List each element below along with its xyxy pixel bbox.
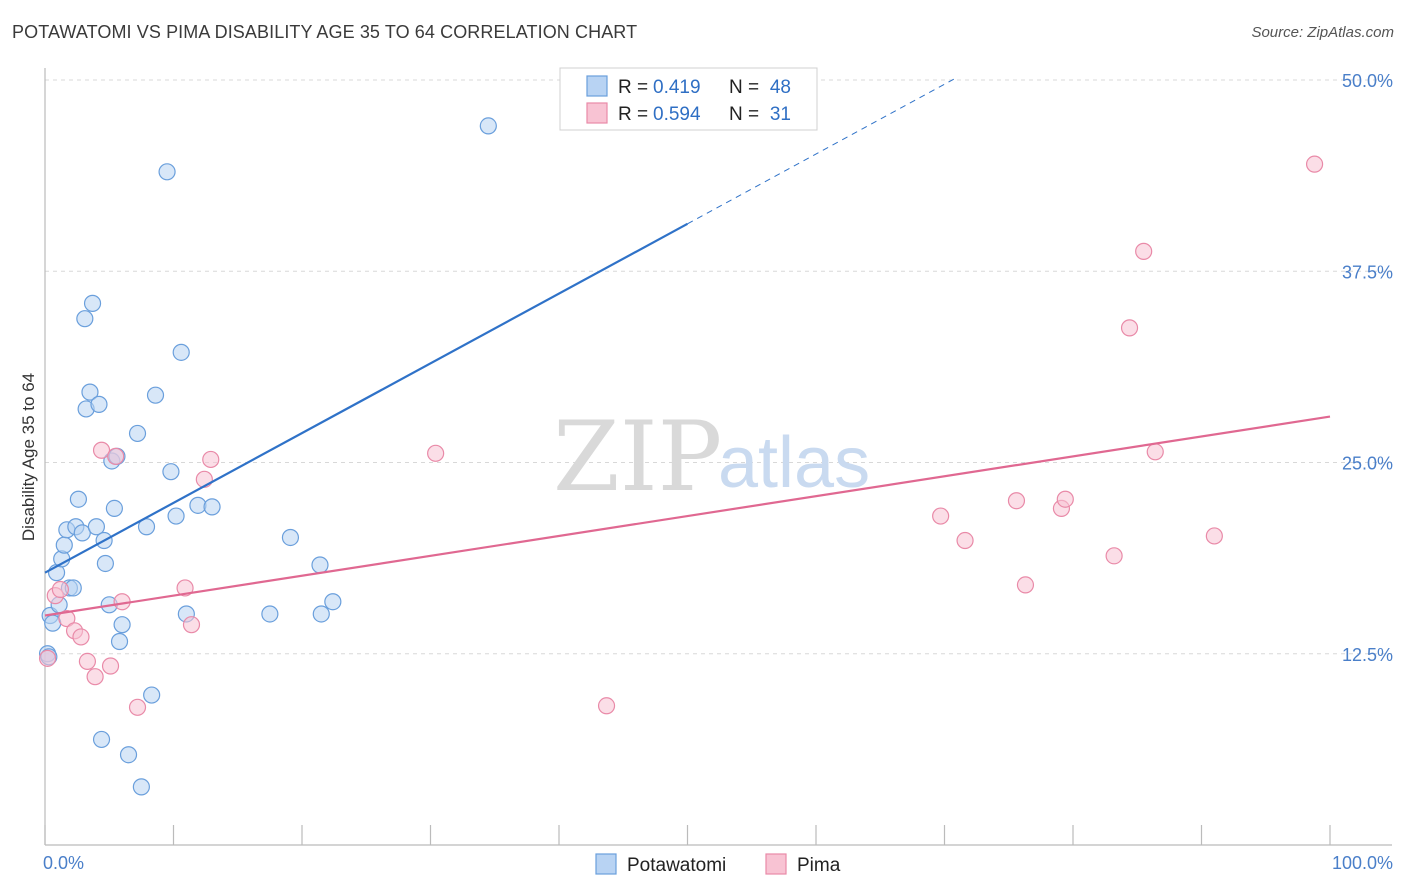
legend-n-value: 31	[770, 104, 791, 125]
legend-r-label: R =	[618, 104, 648, 125]
y-axis-label: Disability Age 35 to 64	[19, 373, 38, 541]
data-point-potawatomi	[172, 343, 190, 361]
legend-swatch-potawatomi	[586, 75, 608, 97]
trend-line-potawatomi	[44, 222, 689, 574]
data-point-pima	[956, 531, 974, 550]
data-point-potawatomi	[55, 536, 73, 554]
data-point-potawatomi	[167, 507, 185, 525]
data-point-pima	[202, 450, 220, 469]
data-point-potawatomi	[158, 163, 176, 181]
trend-lines	[44, 76, 1331, 617]
stats-legend: R = 0.419 N = 48 R = 0.594 N = 31	[559, 67, 818, 131]
data-point-pima	[107, 447, 125, 465]
data-point-potawatomi	[132, 778, 150, 796]
legend-n-value: 48	[770, 77, 791, 98]
watermark: ZIP atlas	[553, 401, 870, 513]
data-point-pima	[38, 649, 57, 667]
watermark-atlas: atlas	[718, 423, 870, 503]
chart-title: POTAWATOMI VS PIMA DISABILITY AGE 35 TO …	[12, 22, 638, 42]
data-point-pima	[1305, 155, 1324, 173]
bottom-legend-label-potawatomi: Potawatomi	[627, 855, 726, 876]
data-point-pima	[101, 657, 120, 675]
data-point-potawatomi	[92, 730, 111, 749]
legend-swatch-pima	[586, 102, 608, 124]
data-point-pima	[1205, 527, 1223, 545]
data-point-potawatomi	[105, 499, 123, 517]
data-point-pima	[1007, 492, 1026, 510]
data-point-pima	[72, 628, 90, 646]
data-point-pima	[597, 697, 616, 715]
bottom-legend-swatch-potawatomi	[595, 853, 617, 875]
bottom-legend-swatch-pima	[765, 853, 787, 875]
gridlines	[45, 79, 1392, 655]
x-tick-label-max: 100.0%	[1332, 853, 1393, 873]
legend-r-value: 0.594	[653, 104, 701, 125]
watermark-zip: ZIP	[553, 401, 722, 513]
series-legend: Potawatomi Pima	[595, 853, 841, 876]
legend-r-value: 0.419	[653, 77, 701, 98]
data-point-potawatomi	[87, 518, 106, 536]
data-point-pima	[176, 579, 194, 597]
data-point-potawatomi	[312, 605, 330, 623]
legend-n-label: N =	[729, 104, 759, 125]
data-point-pima	[1146, 443, 1164, 461]
data-point-pima	[51, 580, 70, 599]
x-tick-label-min: 0.0%	[43, 853, 84, 873]
data-point-potawatomi	[281, 528, 300, 547]
data-point-pima	[1016, 576, 1035, 594]
data-point-potawatomi	[311, 556, 329, 574]
data-point-pima	[1135, 242, 1153, 260]
data-point-potawatomi	[324, 593, 342, 611]
legend-n-label: N =	[729, 77, 759, 98]
data-point-pima	[58, 609, 76, 628]
data-point-potawatomi	[479, 117, 497, 135]
data-point-potawatomi	[119, 746, 138, 764]
data-point-potawatomi	[146, 386, 165, 404]
data-point-pima	[92, 441, 111, 459]
data-point-pima	[128, 698, 147, 716]
data-point-potawatomi	[96, 554, 114, 573]
data-point-potawatomi	[128, 424, 147, 443]
data-point-pima	[86, 668, 104, 686]
data-point-potawatomi	[261, 605, 279, 623]
data-point-potawatomi	[73, 524, 91, 542]
tick-labels: 50.0% 37.5% 25.0% 12.5% 0.0% 100.0%	[43, 71, 1393, 873]
data-point-potawatomi	[83, 294, 102, 312]
data-point-pima	[1105, 547, 1123, 565]
data-point-potawatomi	[76, 310, 94, 328]
data-point-pima	[182, 616, 201, 634]
y-tick-label: 25.0%	[1342, 454, 1393, 474]
bottom-legend-label-pima: Pima	[797, 855, 841, 876]
data-point-potawatomi	[90, 395, 108, 413]
data-point-pima	[932, 507, 950, 525]
y-tick-label: 37.5%	[1342, 262, 1393, 282]
data-point-potawatomi	[162, 463, 180, 481]
axes	[44, 68, 1392, 846]
data-point-pima	[1056, 490, 1074, 508]
legend-r-label: R =	[618, 77, 648, 98]
data-point-pima	[1120, 319, 1139, 337]
data-points	[38, 117, 1324, 796]
source-label: Source: ZipAtlas.com	[1251, 24, 1394, 41]
trend-extension-potawatomi	[687, 76, 958, 225]
data-point-pima	[78, 652, 97, 671]
data-point-potawatomi	[203, 498, 221, 516]
trend-line-pima	[44, 415, 1331, 617]
data-point-potawatomi	[81, 383, 99, 401]
data-point-potawatomi	[110, 632, 129, 651]
y-tick-label: 12.5%	[1342, 645, 1393, 665]
data-point-potawatomi	[143, 686, 161, 704]
data-point-potawatomi	[189, 496, 207, 514]
y-tick-label: 50.0%	[1342, 71, 1393, 91]
data-point-potawatomi	[113, 616, 131, 634]
data-point-pima	[427, 444, 445, 462]
data-point-potawatomi	[69, 490, 88, 508]
